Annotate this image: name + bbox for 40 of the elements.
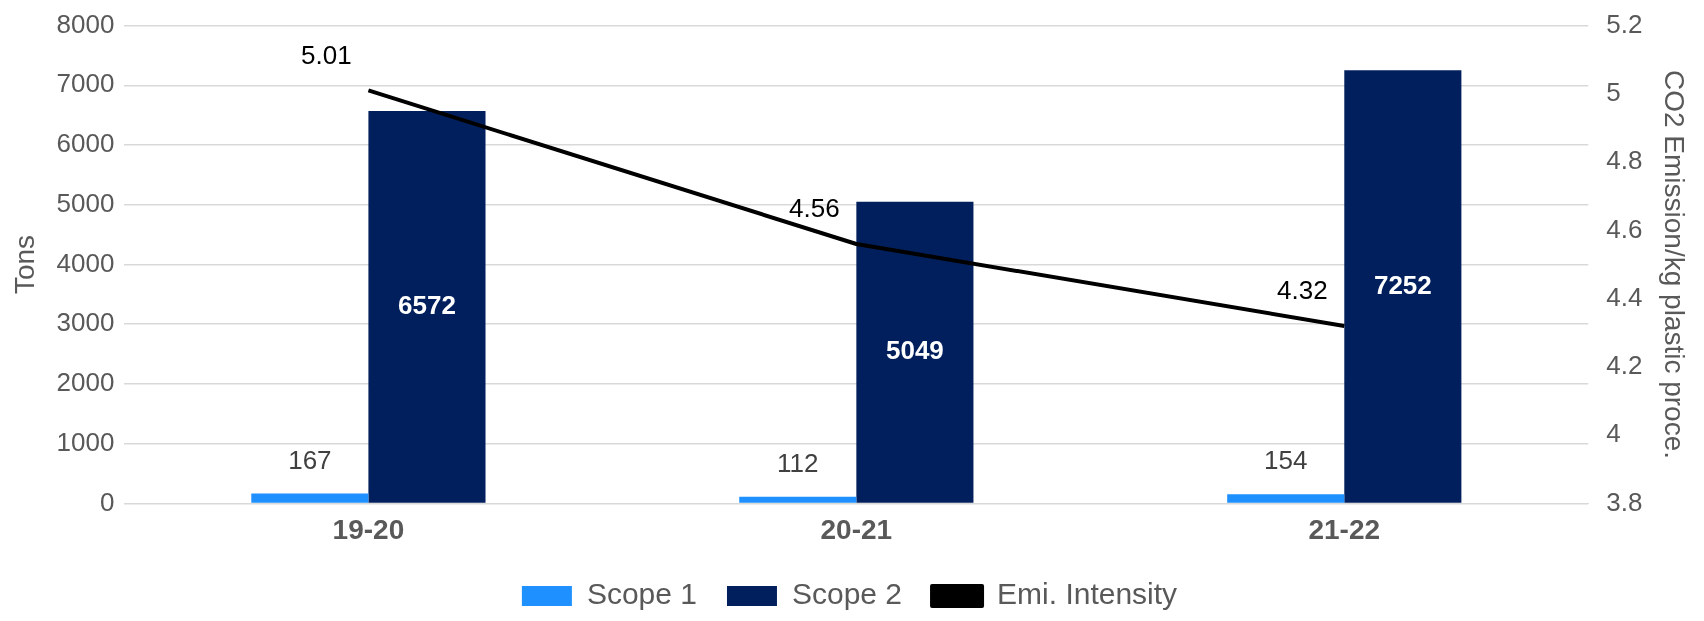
y2-tick-label: 4.6 [1606, 213, 1643, 244]
bar [368, 110, 486, 503]
data-label: 112 [777, 447, 819, 478]
y2-tick-label: 5.2 [1606, 8, 1643, 39]
y-tick-label: 3000 [56, 307, 115, 338]
data-label: 5.01 [301, 39, 352, 70]
y2-tick-label: 5 [1606, 77, 1621, 108]
y-tick-label: 1000 [56, 426, 115, 457]
data-label: 6572 [398, 289, 456, 320]
data-label: 7252 [1373, 269, 1432, 300]
data-label: 167 [288, 444, 332, 475]
y-axis-title: Tons [8, 234, 40, 295]
x-tick-label: 21-22 [1308, 513, 1381, 545]
y-tick-label: 4000 [56, 247, 115, 278]
legend-label: Emi. Intensity [997, 577, 1178, 611]
y-tick-label: 0 [99, 486, 115, 517]
data-label: 154 [1264, 445, 1308, 476]
y-tick-label: 8000 [56, 8, 115, 39]
data-label: 4.32 [1276, 275, 1328, 306]
bar [1227, 494, 1345, 503]
y2-tick-label: 4.2 [1606, 350, 1643, 381]
y-tick-label: 6000 [56, 128, 115, 159]
bar [251, 493, 369, 503]
bar [856, 201, 974, 503]
legend-label: Scope 2 [791, 577, 903, 611]
y-tick-label: 7000 [56, 68, 115, 99]
bar [1344, 70, 1462, 503]
y2-axis-title: CO2 Emission/kg plastic proce. [1659, 69, 1691, 460]
legend-label: Scope 1 [586, 577, 697, 611]
data-label: 5049 [885, 335, 944, 366]
y2-tick-label: 4.4 [1606, 281, 1643, 312]
y-tick-label: 2000 [56, 367, 115, 398]
y2-tick-label: 4 [1606, 418, 1621, 449]
y-tick-label: 5000 [56, 187, 115, 218]
x-tick-label: 19-20 [332, 513, 405, 545]
y2-tick-label: 3.8 [1606, 486, 1643, 517]
x-tick-label: 20-21 [820, 513, 893, 545]
data-label: 4.56 [789, 193, 840, 224]
bar [739, 496, 857, 503]
y2-tick-label: 4.8 [1606, 145, 1643, 176]
